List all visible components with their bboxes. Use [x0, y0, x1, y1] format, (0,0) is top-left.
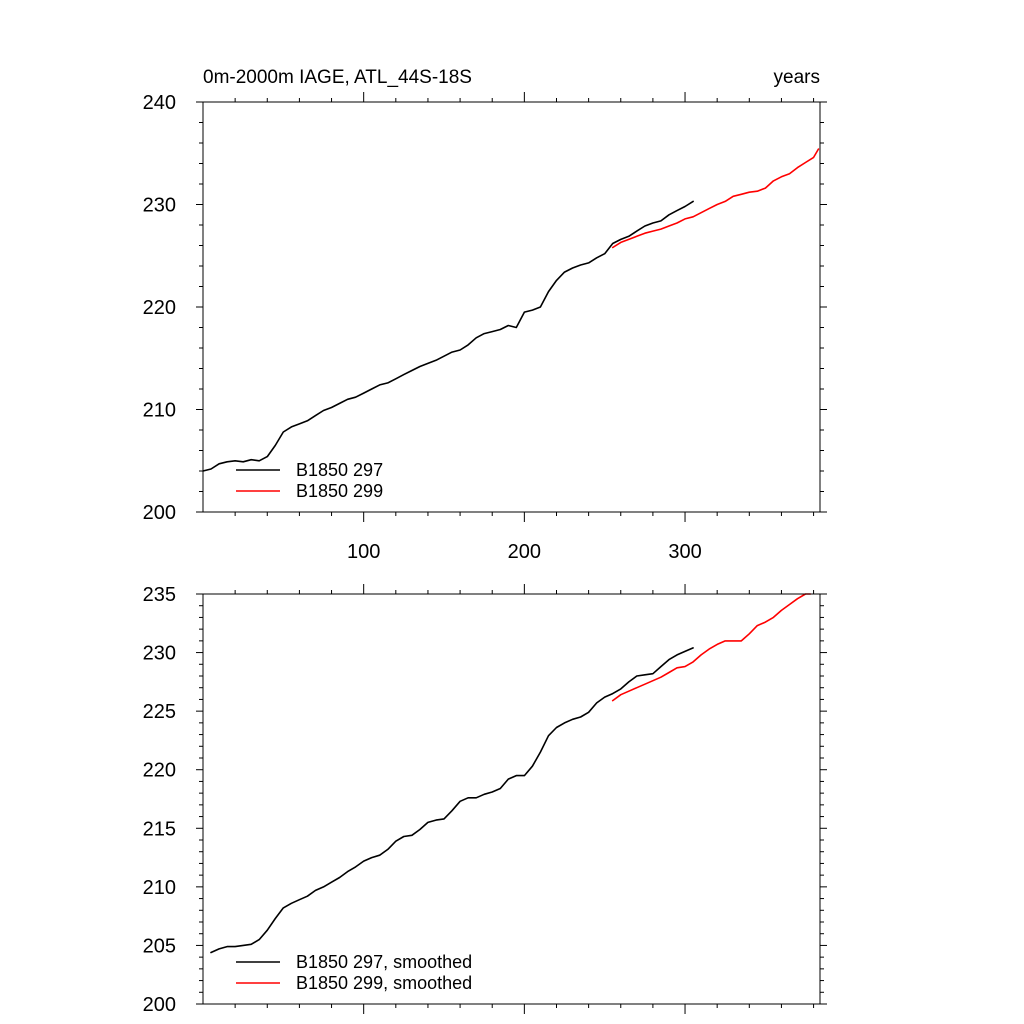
y-tick-label: 220	[143, 760, 176, 782]
y-tick-label: 215	[143, 818, 176, 840]
top-panel-y-tick-labels: 200 210 220 230 240	[143, 92, 176, 524]
series-line-b1850-297-smoothed	[210, 647, 694, 954]
bottom-panel-series	[210, 593, 812, 954]
series-line-b1850-299-smoothed	[611, 593, 812, 702]
top-panel-units-label: years	[774, 67, 820, 88]
legend-label-b1850-299: B1850 299	[296, 481, 383, 501]
top-panel-x-tick-labels: 100 200 300	[347, 541, 702, 563]
y-tick-label: 200	[143, 994, 176, 1016]
y-tick-label: 230	[143, 195, 176, 217]
bottom-panel-y-tick-labels: 200 205 210 215 220 225 230 235	[143, 584, 176, 1016]
y-tick-label: 235	[143, 584, 176, 606]
top-panel-plot-frame	[202, 101, 821, 513]
y-tick-label: 225	[143, 701, 176, 723]
top-panel-legend: B1850 297 B1850 299	[236, 460, 383, 501]
series-line-b1850-299	[611, 148, 820, 249]
x-tick-label: 100	[347, 541, 380, 563]
y-tick-label: 200	[143, 502, 176, 524]
bottom-panel-ticks	[196, 584, 827, 1014]
bottom-panel-plot-frame	[202, 593, 821, 1005]
legend-label-b1850-297: B1850 297	[296, 460, 383, 480]
y-tick-label: 230	[143, 643, 176, 665]
top-panel-ticks	[196, 92, 827, 522]
top-panel-series	[202, 148, 820, 472]
series-line-b1850-297	[202, 200, 694, 472]
y-tick-label: 205	[143, 935, 176, 957]
top-panel: 0m-2000m IAGE, ATL_44S-18S years 2002102…	[143, 67, 827, 563]
y-tick-label: 210	[143, 400, 176, 422]
y-tick-label: 220	[143, 297, 176, 319]
bottom-panel: 200 205 210 215 220 225 230 235 B1850 297, smoo…	[143, 584, 827, 1016]
legend-label-b1850-297-smoothed: B1850 297, smoothed	[296, 952, 472, 972]
x-tick-label: 300	[668, 541, 701, 563]
legend-label-b1850-299-smoothed: B1850 299, smoothed	[296, 973, 472, 993]
bottom-panel-legend: B1850 297, smoothed B1850 299, smoothed	[236, 952, 472, 993]
y-tick-label: 240	[143, 92, 176, 114]
top-panel-title: 0m-2000m IAGE, ATL_44S-18S	[203, 67, 472, 88]
y-tick-label: 210	[143, 877, 176, 899]
x-tick-label: 200	[508, 541, 541, 563]
